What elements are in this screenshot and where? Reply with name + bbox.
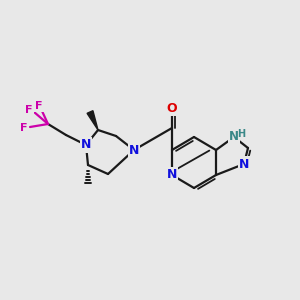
Text: F: F: [35, 101, 43, 111]
Text: N: N: [239, 158, 249, 170]
Polygon shape: [87, 111, 98, 130]
Text: N: N: [81, 139, 91, 152]
Text: H: H: [237, 129, 245, 139]
Text: N: N: [129, 143, 139, 157]
Text: N: N: [229, 130, 239, 143]
Text: F: F: [25, 105, 33, 115]
Text: N: N: [167, 169, 177, 182]
Text: O: O: [167, 101, 177, 115]
Text: F: F: [20, 123, 28, 133]
